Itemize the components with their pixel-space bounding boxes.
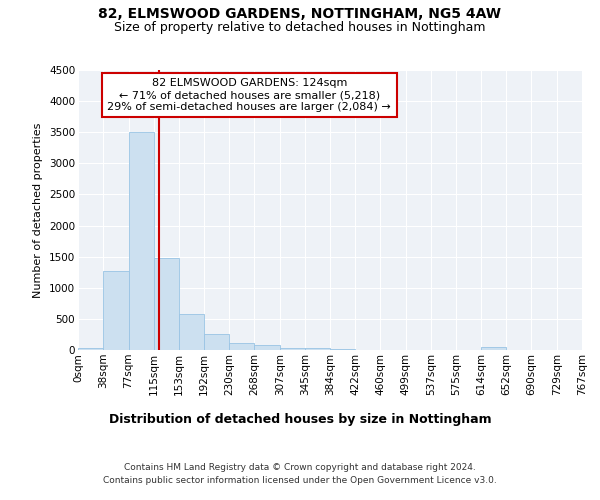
Bar [204,334,229,350]
Text: Contains HM Land Registry data © Crown copyright and database right 2024.: Contains HM Land Registry data © Crown c… [124,462,476,471]
Text: 82 ELMSWOOD GARDENS: 124sqm
← 71% of detached houses are smaller (5,218)
29% of : 82 ELMSWOOD GARDENS: 124sqm ← 71% of det… [107,78,391,112]
Text: Distribution of detached houses by size in Nottingham: Distribution of detached houses by size … [109,412,491,426]
Y-axis label: Number of detached properties: Number of detached properties [34,122,43,298]
Bar [481,347,506,350]
Bar [128,132,154,350]
Bar [154,258,179,350]
Bar [78,348,103,350]
Bar [103,271,128,350]
Bar [254,346,280,350]
Bar [229,343,254,350]
Bar [179,314,204,350]
Text: 82, ELMSWOOD GARDENS, NOTTINGHAM, NG5 4AW: 82, ELMSWOOD GARDENS, NOTTINGHAM, NG5 4A… [98,8,502,22]
Text: Contains public sector information licensed under the Open Government Licence v3: Contains public sector information licen… [103,476,497,485]
Bar [305,348,331,350]
Text: Size of property relative to detached houses in Nottingham: Size of property relative to detached ho… [114,22,486,35]
Bar [280,348,305,350]
